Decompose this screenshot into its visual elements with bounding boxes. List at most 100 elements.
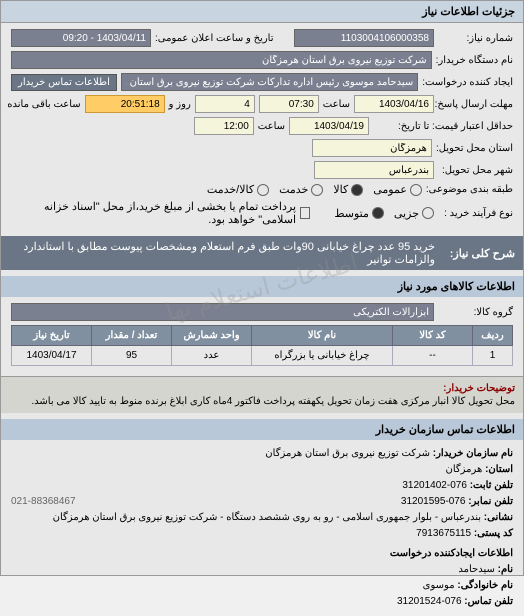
delivery-city-field[interactable] <box>314 161 434 179</box>
time-label-1: ساعت <box>323 99 350 110</box>
time-label-2: ساعت <box>258 121 285 132</box>
creator-family-value: موسوی <box>423 580 455 591</box>
phone-label: تلفن ثابت: <box>470 480 513 491</box>
delivery-city-label: شهر محل تحویل: <box>438 165 513 176</box>
delivery-province-field[interactable] <box>312 139 432 157</box>
postal-label: کد پستی: <box>474 528 513 539</box>
goods-table-container: ردیف کد کالا نام کالا واحد شمارش تعداد /… <box>11 325 513 366</box>
purchase-type-label: نوع فرآیند خرید : <box>438 208 513 219</box>
footer-phone: 021-88368467 <box>11 494 76 510</box>
buyer-org-field <box>11 51 432 69</box>
contact-fax-value: 076-31201595 <box>401 496 466 507</box>
request-number-label: شماره نیاز: <box>438 33 513 44</box>
announce-date-field <box>11 29 151 47</box>
table-row[interactable]: 1 -- چراغ خیابانی یا بزرگراه عدد 95 1403… <box>12 346 513 366</box>
requester-label: ایجاد کننده درخواست: <box>422 77 513 88</box>
payment-checkbox[interactable]: پرداخت تمام یا بخشی از مبلغ خرید،از محل … <box>11 200 310 226</box>
payment-note-label: پرداخت تمام یا بخشی از مبلغ خرید،از محل … <box>11 200 296 226</box>
description-section: شرح کلی نیاز: خرید 95 عدد چراغ خیابانی 9… <box>1 236 523 270</box>
cell-unit: عدد <box>172 346 252 366</box>
remaining-days-field <box>195 95 255 113</box>
cell-row: 1 <box>473 346 513 366</box>
col-code: کد کالا <box>393 326 473 346</box>
creator-family-label: نام خانوادگی: <box>457 580 513 591</box>
org-name-label: نام سازمان خریدار: <box>433 448 513 459</box>
col-qty: تعداد / مقدار <box>92 326 172 346</box>
purchase-medium-radio[interactable]: متوسط <box>334 207 384 220</box>
creator-name-value: سیدحامد <box>458 564 494 575</box>
validity-date-field[interactable] <box>289 117 369 135</box>
goods-table: ردیف کد کالا نام کالا واحد شمارش تعداد /… <box>11 325 513 366</box>
contact-phone-label: تلفن تماس: <box>464 596 513 607</box>
description-text: خرید 95 عدد چراغ خیابانی 90وات طبق فرم ا… <box>9 240 435 266</box>
notes-content: محل تحویل کالا انبار مرکزی هفت زمان تحوی… <box>9 396 515 407</box>
address-value: بندرعباس - بلوار جمهوری اسلامی - رو به ر… <box>53 512 481 523</box>
radio-icon <box>257 184 269 196</box>
postal-value: 7913675115 <box>416 528 471 539</box>
creator-section-label: اطلاعات ایجادکننده درخواست <box>11 546 513 562</box>
goods-group-label: گروه کالا: <box>438 307 513 318</box>
buyer-org-label: نام دستگاه خریدار: <box>436 55 513 66</box>
goods-section-header: اطلاعات کالاهای مورد نیاز <box>1 276 523 297</box>
col-name: نام کالا <box>252 326 393 346</box>
header-bar: جزئیات اطلاعات نیاز <box>1 1 523 23</box>
contact-section-header: اطلاعات تماس سازمان خریدار <box>1 419 523 440</box>
cell-name: چراغ خیابانی یا بزرگراه <box>252 346 393 366</box>
delivery-province-label: استان محل تحویل: <box>436 143 513 154</box>
purchase-type-radio-group: جزیی متوسط <box>334 207 434 220</box>
goods-group-field <box>11 303 434 321</box>
fax-label: تلفن نمابر: <box>468 496 513 507</box>
category-service-radio[interactable]: خدمت <box>279 183 323 196</box>
purchase-medium-label: متوسط <box>334 207 369 220</box>
radio-icon <box>422 207 434 219</box>
address-label: نشانی: <box>484 512 513 523</box>
category-label: طبقه بندی موضوعی: <box>426 184 513 195</box>
category-goods-radio[interactable]: کالا <box>333 183 363 196</box>
purchase-small-radio[interactable]: جزیی <box>394 207 434 220</box>
category-public-radio[interactable]: عمومی <box>373 183 422 196</box>
province-value: هرمزگان <box>445 464 482 475</box>
category-goods-service-radio[interactable]: کالا/خدمت <box>207 183 269 196</box>
purchase-small-label: جزیی <box>394 207 419 220</box>
deadline-date-field[interactable] <box>354 95 434 113</box>
form-section: شماره نیاز: تاریخ و ساعت اعلان عمومی: نا… <box>1 23 523 236</box>
main-container: جزئیات اطلاعات نیاز شماره نیاز: تاریخ و … <box>0 0 524 576</box>
col-row: ردیف <box>473 326 513 346</box>
contact-info-section: نام سازمان خریدار: شرکت توزیع نیروی برق … <box>1 440 523 616</box>
remaining-suffix: ساعت باقی مانده <box>7 99 80 110</box>
contact-phone-value: 076-31201524 <box>397 596 462 607</box>
request-number-field <box>294 29 434 47</box>
category-goods-service-label: کالا/خدمت <box>207 183 254 196</box>
org-name-value: شرکت توزیع نیروی برق استان هرمزگان <box>265 448 430 459</box>
province-label: استان: <box>485 464 513 475</box>
cell-qty: 95 <box>92 346 172 366</box>
header-title: جزئیات اطلاعات نیاز <box>422 6 515 18</box>
validity-time-field[interactable] <box>194 117 254 135</box>
radio-icon <box>311 184 323 196</box>
checkbox-icon <box>300 207 310 219</box>
category-service-label: خدمت <box>279 183 308 196</box>
category-radio-group: عمومی کالا خدمت کالا/خدمت <box>207 183 422 196</box>
remaining-time-field <box>85 95 165 113</box>
category-public-label: عمومی <box>373 183 407 196</box>
notes-section: توضیحات خریدار: محل تحویل کالا انبار مرک… <box>1 376 523 413</box>
cell-date: 1403/04/17 <box>12 346 92 366</box>
description-title-label: شرح کلی نیاز: <box>435 247 515 260</box>
contact-button[interactable]: اطلاعات تماس خریدار <box>11 74 117 91</box>
phone-value: 076-31201402 <box>402 480 467 491</box>
col-unit: واحد شمارش <box>172 326 252 346</box>
requester-field <box>121 73 418 91</box>
remaining-label: روز و <box>169 99 191 110</box>
radio-icon <box>410 184 422 196</box>
notes-title: توضیحات خریدار: <box>9 383 515 394</box>
col-date: تاریخ نیاز <box>12 326 92 346</box>
cell-code: -- <box>393 346 473 366</box>
deadline-label: مهلت ارسال پاسخ: تا <box>438 99 513 110</box>
radio-icon-filled <box>372 207 384 219</box>
validity-label: حداقل اعتبار قیمت: تا تاریخ: <box>373 121 513 132</box>
creator-name-label: نام: <box>498 564 513 575</box>
deadline-time-field[interactable] <box>259 95 319 113</box>
radio-icon-filled <box>351 184 363 196</box>
category-goods-label: کالا <box>333 183 348 196</box>
announce-date-label: تاریخ و ساعت اعلان عمومی: <box>155 33 274 44</box>
